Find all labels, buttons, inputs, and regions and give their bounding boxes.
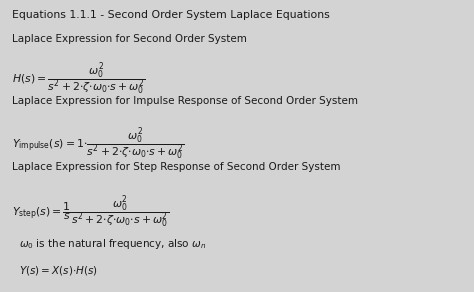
Text: $Y(s) = X(s){\cdot}H(s)$: $Y(s) = X(s){\cdot}H(s)$: [19, 264, 98, 277]
Text: $\omega_0$ is the natural frequency, also $\omega_n$: $\omega_0$ is the natural frequency, als…: [19, 237, 206, 251]
Text: Laplace Expression for Impulse Response of Second Order System: Laplace Expression for Impulse Response …: [12, 96, 358, 106]
Text: Equations 1.1.1 - Second Order System Laplace Equations: Equations 1.1.1 - Second Order System La…: [12, 10, 329, 20]
Text: $Y_{\mathrm{impulse}}(s)=1{\cdot}\dfrac{\omega_0^{2}}{s^2+2{\cdot}\zeta{\cdot}\o: $Y_{\mathrm{impulse}}(s)=1{\cdot}\dfrac{…: [12, 126, 184, 162]
Text: Laplace Expression for Step Response of Second Order System: Laplace Expression for Step Response of …: [12, 162, 340, 172]
Text: $H(s) = \dfrac{\omega_0^{2}}{s^2+2{\cdot}\zeta{\cdot}\omega_0{\cdot}s+\omega_0^{: $H(s) = \dfrac{\omega_0^{2}}{s^2+2{\cdot…: [12, 61, 146, 97]
Text: $Y_{\mathrm{step}}(s)=\dfrac{1}{s}\dfrac{\omega_0^{2}}{s^2+2{\cdot}\zeta{\cdot}\: $Y_{\mathrm{step}}(s)=\dfrac{1}{s}\dfrac…: [12, 194, 169, 230]
Text: Laplace Expression for Second Order System: Laplace Expression for Second Order Syst…: [12, 34, 247, 44]
